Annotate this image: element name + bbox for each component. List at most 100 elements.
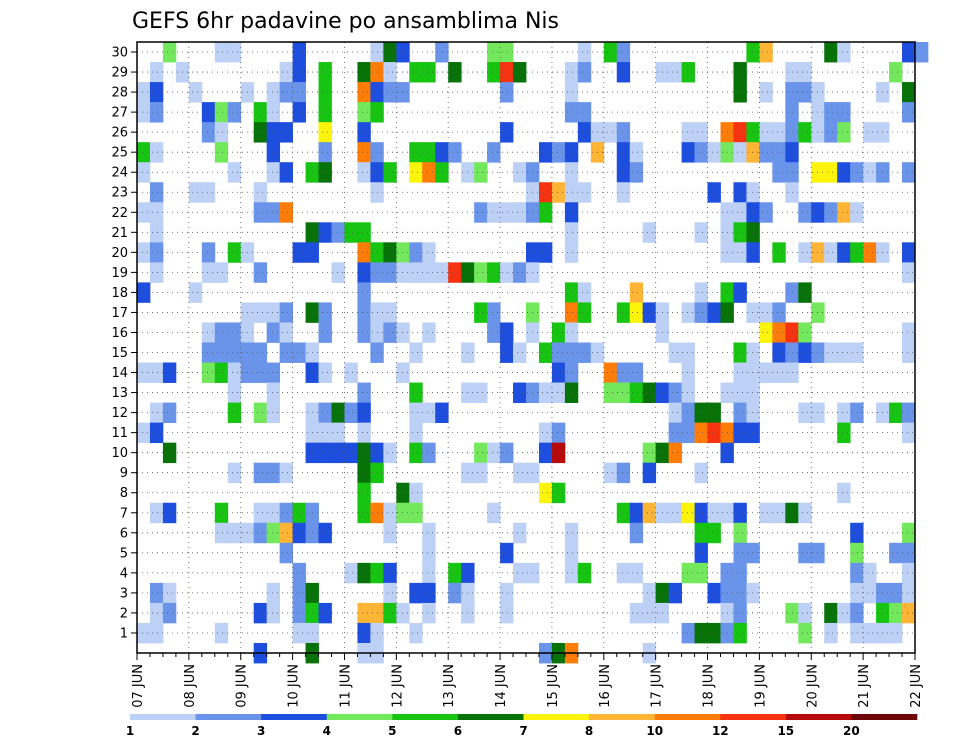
precip-cell [292,242,306,263]
precip-cell [733,502,747,524]
precip-cell [707,182,721,203]
y-tick-label: 16 [111,326,128,341]
precip-cell [564,102,579,123]
precip-cell [824,602,838,624]
precip-cell [694,522,708,544]
precip-cell [889,62,903,83]
precip-cell [538,182,553,203]
precip-cell [266,162,281,183]
precip-cell [513,202,527,223]
precip-cell [564,162,579,183]
precip-cell [292,82,306,103]
precip-cell [668,342,682,363]
y-tick-label: 17 [111,306,128,321]
precip-cell [383,42,397,63]
precip-cell [837,422,851,444]
precip-cell [227,362,242,383]
precip-cell [746,122,760,143]
precip-cell [564,542,579,564]
precip-cell [733,522,747,544]
precip-cell [487,262,501,283]
precip-cell [759,362,773,383]
x-date-label: 11 JUN [339,664,354,708]
precip-cell [707,622,721,644]
precip-cell [162,602,177,624]
precip-cell [474,442,488,464]
precip-cell [344,222,358,243]
precip-cell [357,422,371,444]
precip-cell [487,42,501,63]
precip-cell [746,182,760,203]
precip-cell [681,122,695,143]
precip-cell [681,502,695,524]
precip-cell [577,562,592,584]
precip-cell [577,282,592,303]
precip-cell [409,162,423,183]
precip-cell [318,302,332,323]
precip-cell [266,462,281,484]
axes: 1234567891011121314151617181920212223242… [111,41,924,708]
precip-cell [422,522,436,544]
precip-cell [513,62,527,83]
y-tick-label: 28 [111,86,128,101]
precip-cell [733,62,747,83]
y-tick-label: 1 [120,626,128,641]
precip-cell [266,102,281,123]
precip-cell [733,222,747,243]
precip-cell [162,502,177,524]
precip-cell [902,242,916,263]
precip-cell [616,42,631,63]
precip-cell [149,182,164,203]
x-date-label: 15 JUN [546,664,561,708]
precip-cell [824,202,838,223]
y-tick-label: 20 [111,246,128,261]
precip-cell [824,42,838,63]
precip-cell [863,122,877,143]
precip-cell [538,422,553,444]
precip-cell [137,242,151,263]
precip-cell [435,262,449,283]
precip-cell [396,482,410,504]
precip-cell [474,202,488,223]
precip-cell [850,402,864,424]
precip-cell [149,362,164,383]
precip-cell [902,402,916,424]
precip-cell [746,242,760,263]
precip-cell [616,62,631,83]
precip-cell [603,382,618,403]
precip-cell [500,582,514,604]
precip-cell [292,522,306,544]
precip-cell [551,362,566,383]
precip-cell [733,582,747,604]
precip-cell [448,142,462,163]
precip-cell [500,342,514,363]
x-date-label: 14 JUN [494,664,509,708]
y-tick-label: 27 [111,106,128,121]
precip-cell [772,502,786,524]
precip-cell [538,142,553,163]
precip-cell [422,322,436,343]
precip-cell [902,42,916,63]
precip-cell [214,342,229,363]
precip-cell [889,602,903,624]
precip-cell [733,402,747,424]
precip-cell [292,602,306,624]
precip-cell [733,122,747,143]
colorbar-swatch [589,714,655,720]
precip-cell [798,322,812,343]
precip-cell [383,442,397,464]
precip-cell [500,42,514,63]
precip-cell [513,382,527,403]
y-tick-label: 30 [111,46,128,61]
precip-cell [149,262,164,283]
precip-cell [642,442,657,464]
precip-cell [227,322,242,343]
colorbar-swatch [851,714,918,720]
precip-cell [227,402,242,424]
precip-cell [279,162,293,183]
precip-cell [422,542,436,564]
precip-cell [772,122,786,143]
colorbar-label: 20 [843,724,860,738]
precip-cell [292,102,306,123]
